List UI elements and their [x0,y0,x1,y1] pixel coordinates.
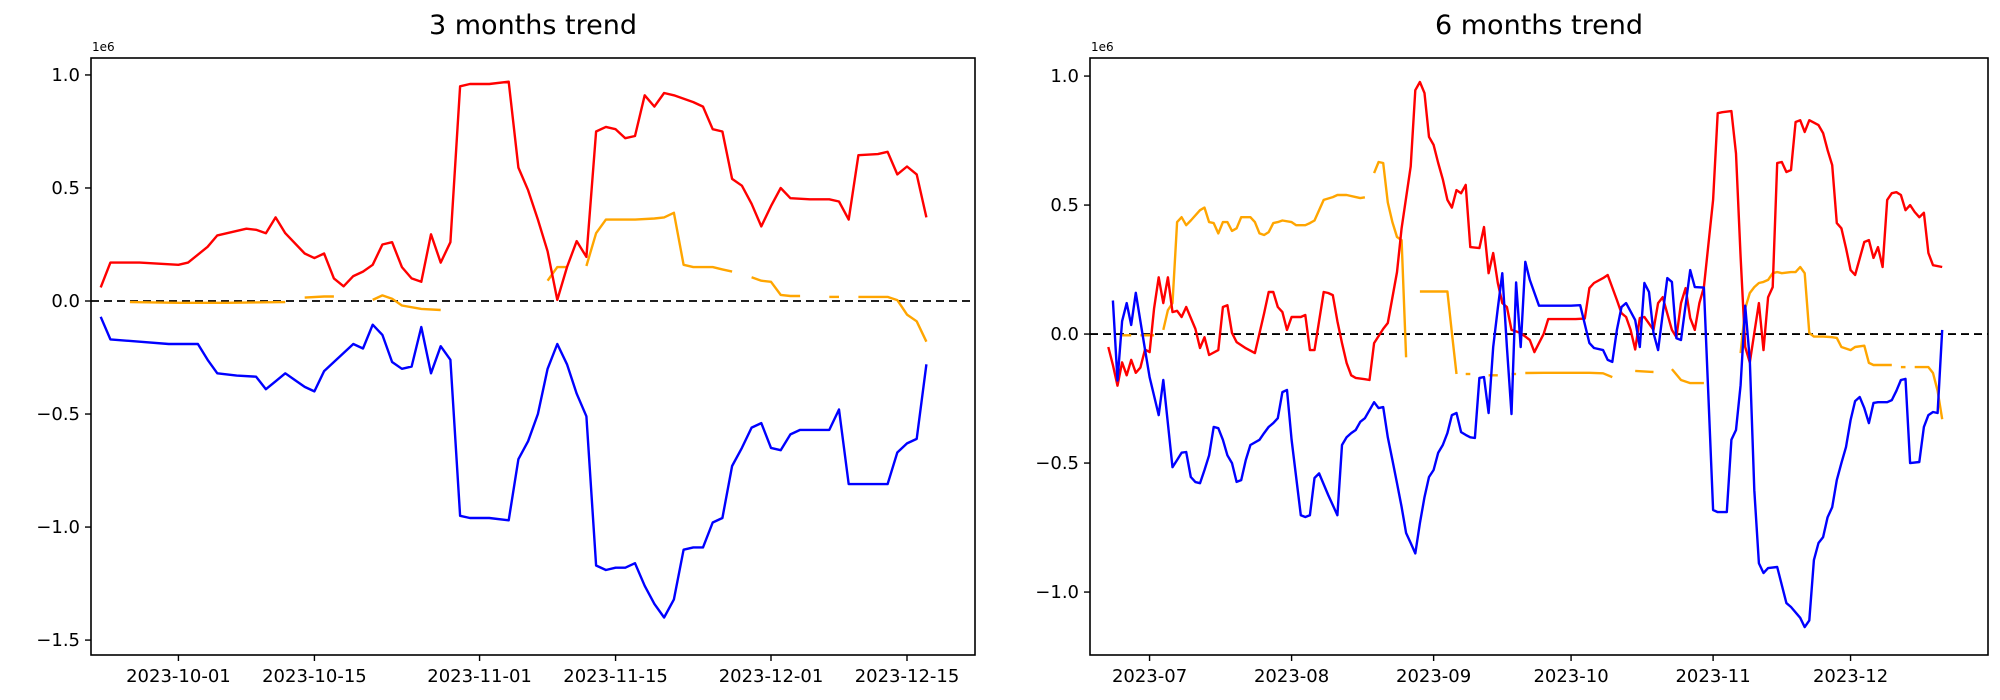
series-line-orange-chart0 [129,300,286,304]
series-line-orange-chart0 [751,276,801,298]
x-tick-label: 2023-12-15 [855,666,960,687]
y-tick-label: −1.5 [36,630,80,651]
series-line-orange-chart0 [304,295,334,299]
series-line-orange-chart1 [1372,160,1408,358]
series-line-orange-chart1 [1739,265,1892,367]
chart-title-6-months: 6 months trend [1435,10,1643,41]
y-tick-label: 0.5 [1050,195,1079,216]
series-line-red-chart0 [99,80,928,302]
chart-title-3-months: 3 months trend [429,10,637,41]
axes-frame-chart1 [1089,57,1989,656]
series-line-orange-chart0 [585,211,733,273]
x-tick-label: 2023-10-01 [126,666,231,687]
series-line-blue-chart0 [99,316,928,619]
x-tick-label: 2023-12-01 [719,666,824,687]
x-tick-label: 2023-09 [1396,666,1471,687]
series-line-red-chart1 [1107,80,1943,387]
y-tick-label: 0.5 [51,178,80,199]
y-axis-offset-label-right: 1e6 [1091,40,1114,54]
x-tick-label: 2023-12 [1813,666,1888,687]
y-tick-label: 0.0 [51,291,80,312]
y-tick-label: 1.0 [1050,66,1079,87]
series-line-orange-chart1 [1635,369,1654,374]
series-line-orange-chart1 [1419,290,1458,375]
series-line-orange-chart0 [858,295,928,343]
series-line-orange-chart0 [546,265,567,282]
series-line-blue-chart1 [1111,260,1944,629]
x-tick-label: 2023-10-15 [262,666,367,687]
series-line-orange-chart0 [372,294,441,312]
x-tick-label: 2023-08 [1254,666,1329,687]
y-tick-label: 0.0 [1050,324,1079,345]
series-line-orange-chart1 [1670,368,1704,385]
x-tick-label: 2023-11-01 [427,666,532,687]
y-tick-label: −1.0 [1035,582,1079,603]
series-line-orange-chart1 [1525,371,1613,379]
x-tick-label: 2023-11 [1675,666,1750,687]
x-tick-label: 2023-07 [1112,666,1187,687]
series-line-orange-chart1 [1162,193,1366,331]
y-tick-label: 1.0 [51,65,80,86]
axes-frame-chart0 [90,57,976,656]
x-tick-label: 2023-10 [1533,666,1608,687]
y-tick-label: −0.5 [36,404,80,425]
y-tick-label: −1.0 [36,517,80,538]
y-axis-offset-label-left: 1e6 [92,40,115,54]
x-tick-label: 2023-11-15 [563,666,668,687]
y-tick-label: −0.5 [1035,453,1079,474]
